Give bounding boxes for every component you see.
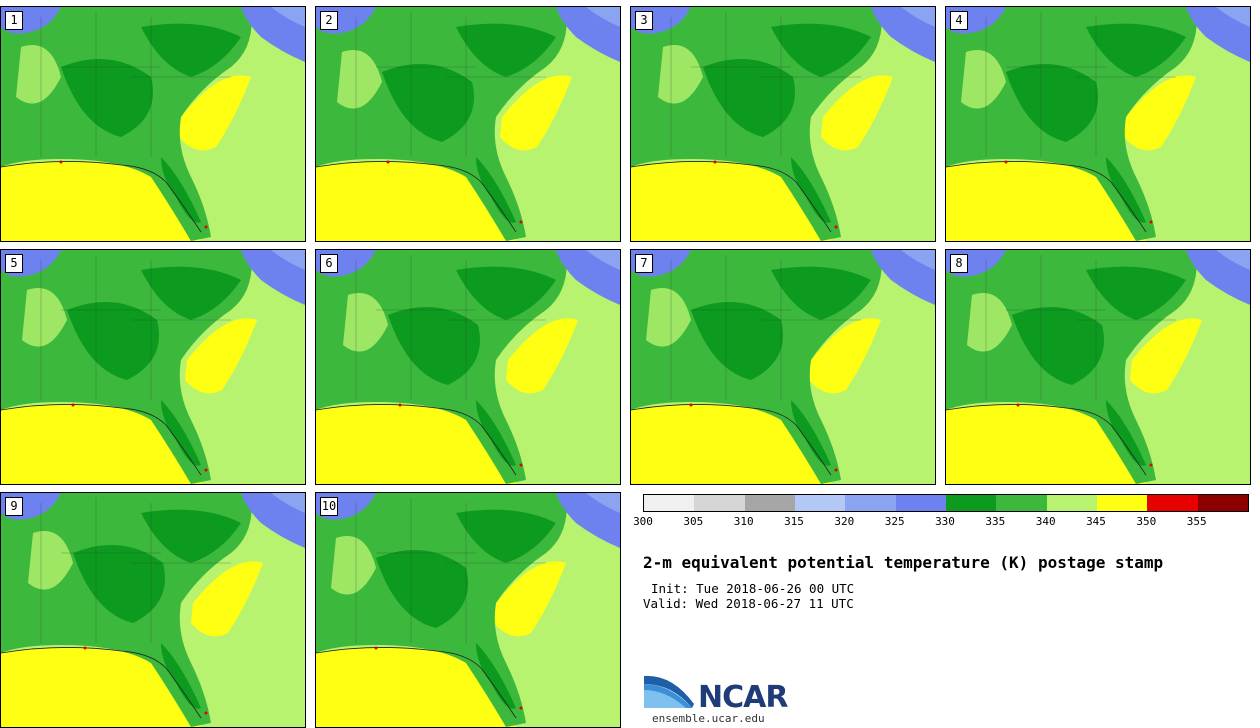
init-time: Init: Tue 2018-06-26 00 UTC xyxy=(651,581,855,596)
panel-number: 7 xyxy=(635,254,653,273)
panel-number: 6 xyxy=(320,254,338,273)
panel-5: 5 xyxy=(0,249,306,485)
panel-3: 3 xyxy=(630,6,936,242)
colorbar-tick-label: 355 xyxy=(1186,515,1207,528)
panel-number: 9 xyxy=(5,497,23,516)
map xyxy=(631,7,935,241)
panel-number: 4 xyxy=(950,11,968,30)
colorbar-swatch xyxy=(1046,495,1097,511)
ncar-logo: NCAR ensemble.ucar.edu xyxy=(642,670,802,726)
panel-8: 8 xyxy=(945,249,1251,485)
panel-4: 4 xyxy=(945,6,1251,242)
map xyxy=(1,493,305,727)
colorbar-swatch xyxy=(996,495,1047,511)
map xyxy=(946,250,1250,484)
panel-number: 2 xyxy=(320,11,338,30)
colorbar-tick-label: 350 xyxy=(1136,515,1157,528)
colorbar-swatch xyxy=(1147,495,1198,511)
panel-1: 1 xyxy=(0,6,306,242)
valid-time: Valid: Wed 2018-06-27 11 UTC xyxy=(643,596,854,611)
colorbar-swatch xyxy=(644,495,695,511)
page-title: 2-m equivalent potential temperature (K)… xyxy=(643,553,1164,572)
colorbar xyxy=(643,494,1249,512)
colorbar-tick-label: 305 xyxy=(683,515,704,528)
map xyxy=(1,250,305,484)
colorbar-swatch xyxy=(945,495,997,511)
colorbar-swatch xyxy=(744,495,795,511)
colorbar-swatch xyxy=(895,495,946,511)
ncar-wordmark: NCAR xyxy=(698,680,788,715)
colorbar-swatch xyxy=(845,495,896,511)
panel-6: 6 xyxy=(315,249,621,485)
map xyxy=(316,7,620,241)
panel-number: 5 xyxy=(5,254,23,273)
colorbar-tick-label: 310 xyxy=(733,515,754,528)
map xyxy=(1,7,305,241)
panel-9: 9 xyxy=(0,492,306,728)
panel-number: 1 xyxy=(5,11,23,30)
panel-7: 7 xyxy=(630,249,936,485)
panel-number: 8 xyxy=(950,254,968,273)
colorbar-tick-label: 340 xyxy=(1035,515,1056,528)
colorbar-tick-label: 325 xyxy=(884,515,905,528)
colorbar-tick-label: 335 xyxy=(985,515,1006,528)
logo-url: ensemble.ucar.edu xyxy=(652,712,765,725)
colorbar-tick-label: 300 xyxy=(633,515,653,528)
colorbar-swatch xyxy=(794,495,846,511)
colorbar-swatch xyxy=(1096,495,1148,511)
map xyxy=(316,250,620,484)
colorbar-swatch xyxy=(1197,495,1248,511)
panel-10: 10 xyxy=(315,492,621,728)
panel-2: 2 xyxy=(315,6,621,242)
colorbar-swatch xyxy=(694,495,745,511)
colorbar-tick-label: 315 xyxy=(784,515,804,528)
map xyxy=(946,7,1250,241)
colorbar-tick-label: 330 xyxy=(935,515,955,528)
map xyxy=(316,493,620,727)
colorbar-tick-label: 320 xyxy=(834,515,855,528)
panel-number: 3 xyxy=(635,11,653,30)
ncar-swoosh-icon xyxy=(644,675,694,708)
map xyxy=(631,250,935,484)
colorbar-tick-label: 345 xyxy=(1086,515,1106,528)
panel-number: 10 xyxy=(320,497,338,516)
